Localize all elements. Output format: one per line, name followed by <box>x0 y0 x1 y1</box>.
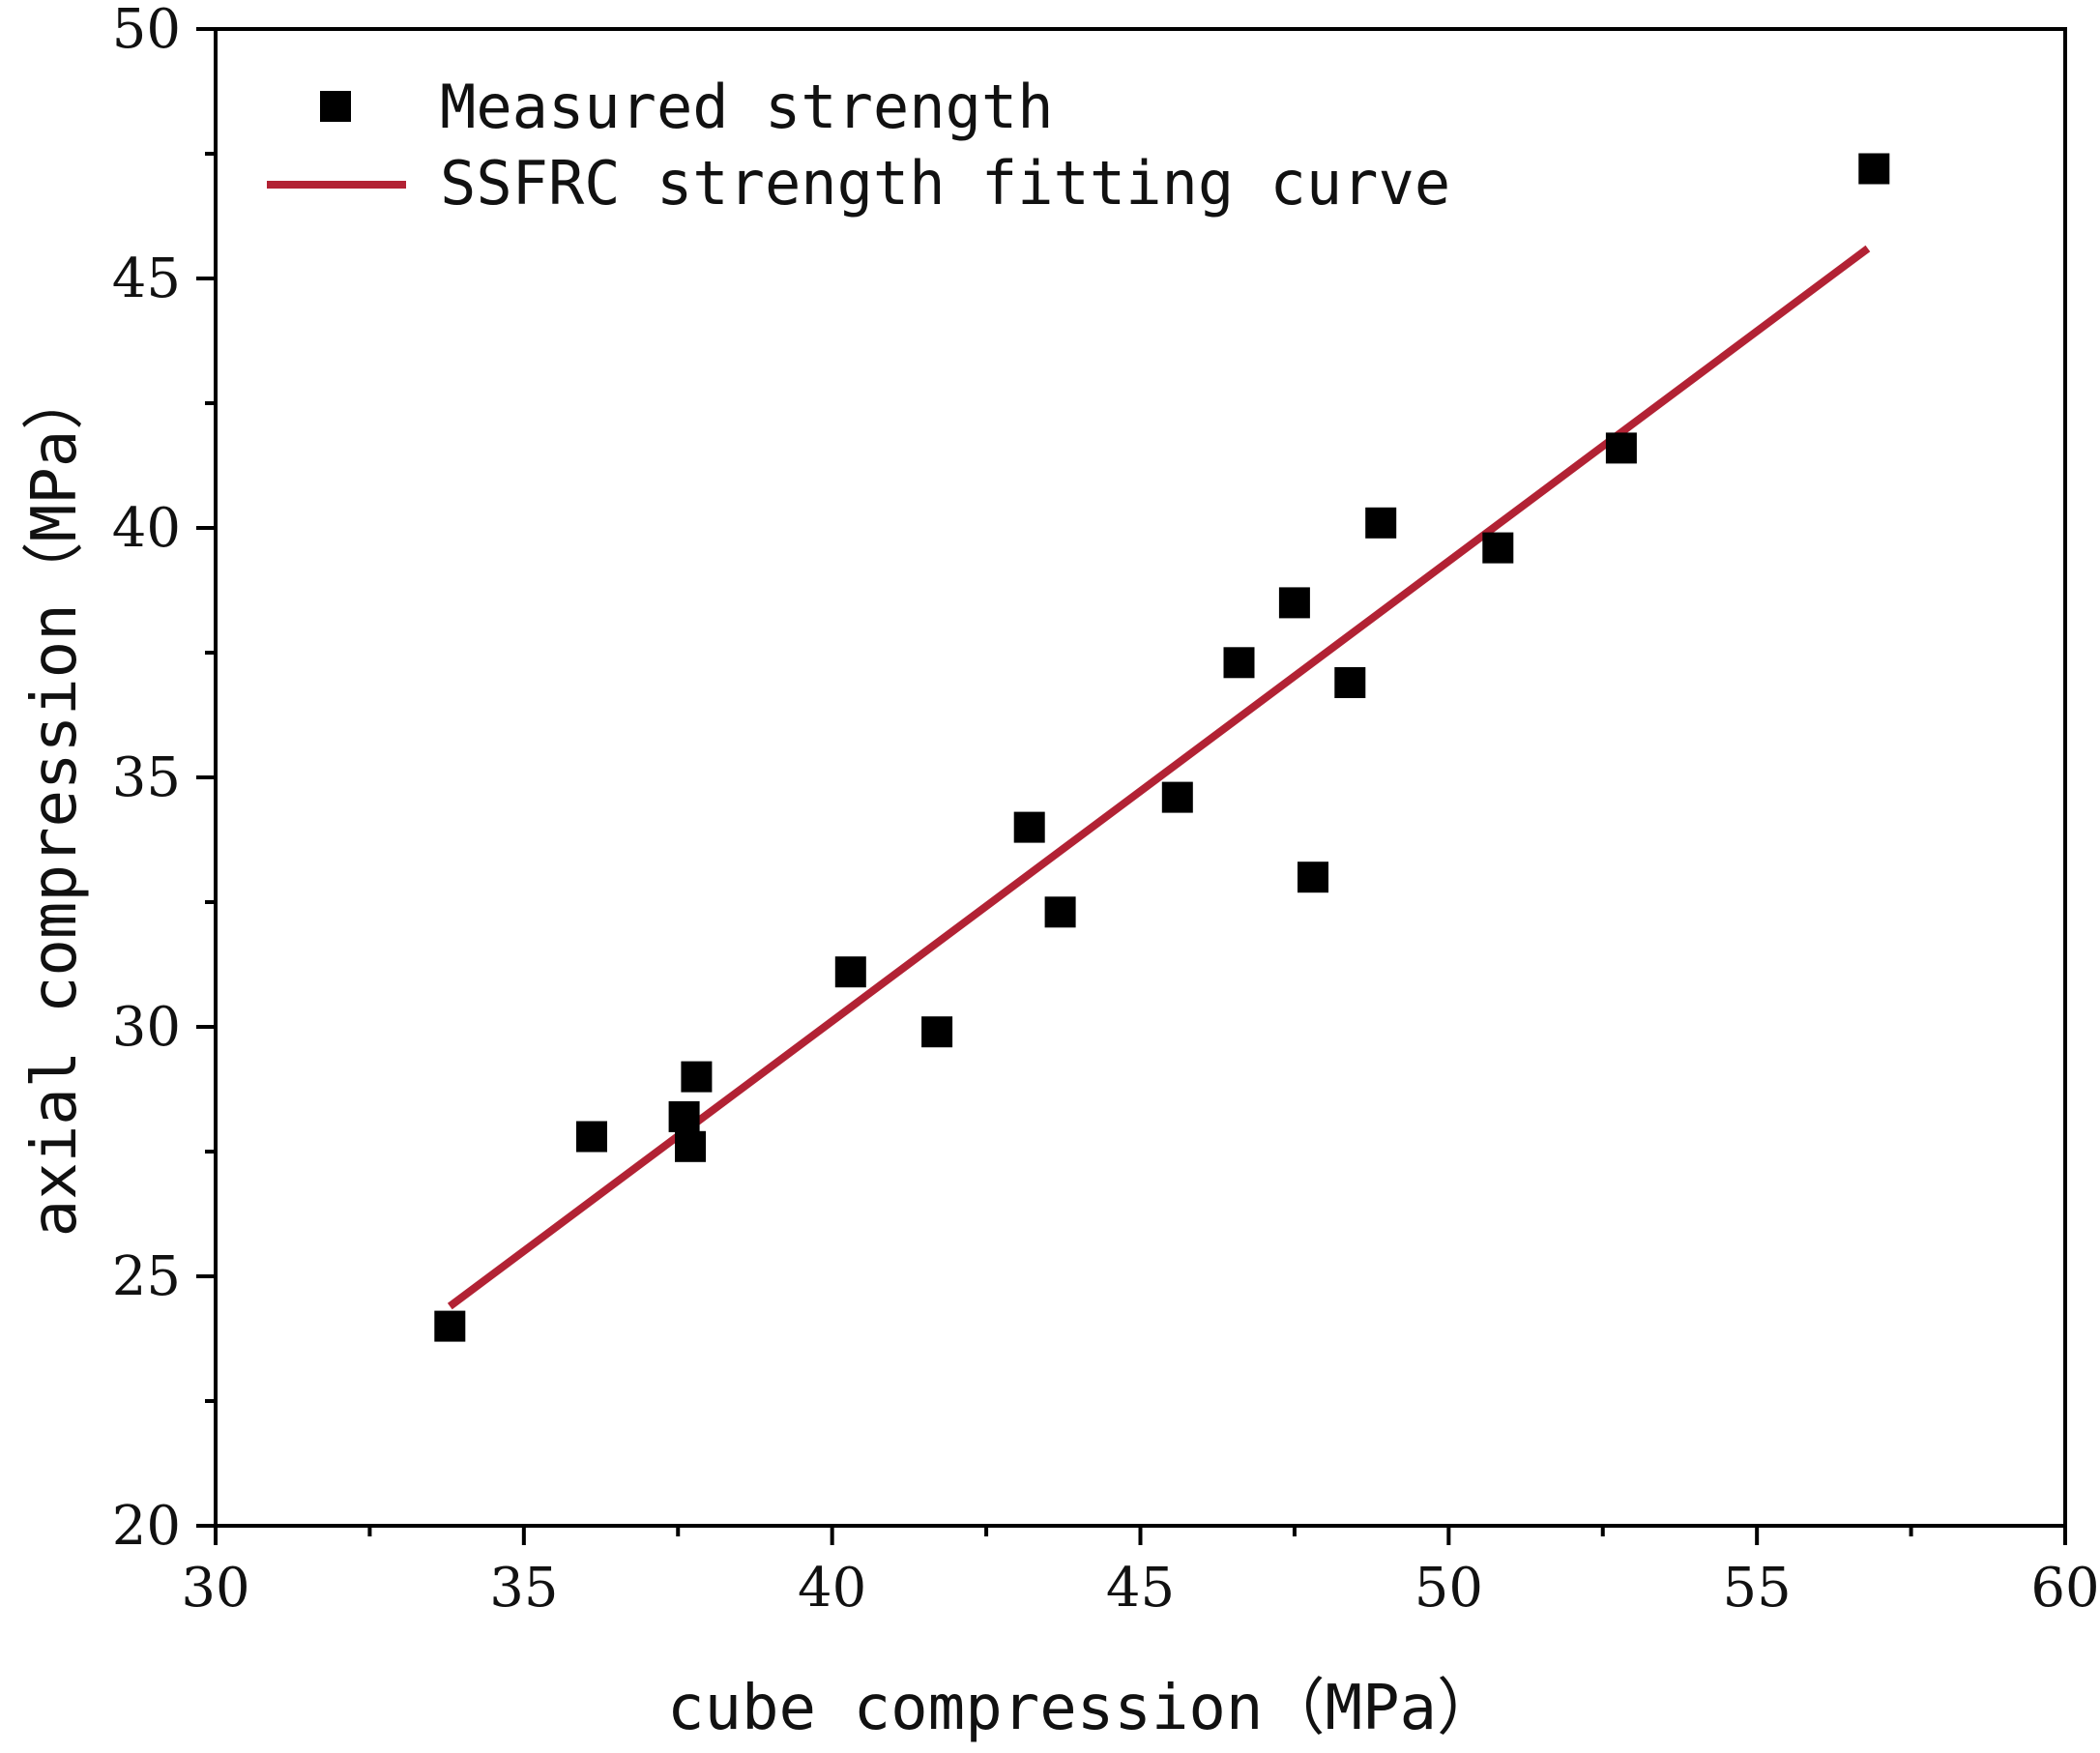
fitting-curve-line <box>447 245 1871 1310</box>
legend-label-fitting-curve: SSFRC strength fitting curve <box>440 148 1450 219</box>
data-point <box>834 956 866 988</box>
y-tick-label: 40 <box>112 497 181 560</box>
y-tick-label: 30 <box>112 996 181 1059</box>
legend-label-measured-strength: Measured strength <box>440 72 1054 142</box>
data-point <box>681 1061 713 1093</box>
x-tick-label: 60 <box>2030 1557 2099 1620</box>
y-tick-label: 35 <box>112 746 181 809</box>
y-axis-title: axial compression（MPa） <box>19 368 91 1238</box>
x-axis-title: cube compression（MPa） <box>667 1673 1499 1744</box>
plot-area-border <box>214 27 2067 1528</box>
data-point <box>1013 811 1045 843</box>
x-tick-label: 40 <box>798 1557 866 1620</box>
x-tick-label: 45 <box>1106 1557 1175 1620</box>
data-point <box>1161 781 1193 813</box>
data-point <box>576 1121 607 1153</box>
x-tick-label: 35 <box>489 1557 558 1620</box>
x-tick-label: 30 <box>181 1557 249 1620</box>
data-point <box>1223 647 1255 679</box>
x-tick-label: 55 <box>1723 1557 1792 1620</box>
data-point <box>1298 862 1328 893</box>
data-point <box>434 1310 466 1342</box>
y-tick-label: 45 <box>112 248 181 310</box>
legend-marker-measured-strength <box>320 91 351 122</box>
data-point <box>1858 153 1890 185</box>
legend: Measured strength SSFRC strength fitting… <box>267 72 1450 219</box>
data-point <box>668 1100 700 1132</box>
data-point-layer <box>434 153 1890 1342</box>
fit-line-layer <box>447 245 1871 1310</box>
data-point <box>1605 432 1637 464</box>
y-tick-label: 25 <box>112 1245 181 1308</box>
data-point <box>1278 587 1310 619</box>
data-point <box>1334 667 1366 698</box>
data-point <box>921 1016 953 1048</box>
data-point <box>1365 507 1397 539</box>
data-point <box>1482 532 1514 564</box>
y-tick-label: 20 <box>112 1495 181 1558</box>
x-axis-ticks: 30 35 40 45 50 55 60 <box>181 1526 2100 1620</box>
y-axis-ticks: 20 25 30 35 40 45 50 <box>112 0 216 1558</box>
data-point <box>1044 896 1076 928</box>
data-point <box>675 1130 706 1162</box>
x-tick-label: 50 <box>1415 1557 1483 1620</box>
plot-frame <box>214 27 2067 1528</box>
y-tick-label: 50 <box>112 0 181 61</box>
